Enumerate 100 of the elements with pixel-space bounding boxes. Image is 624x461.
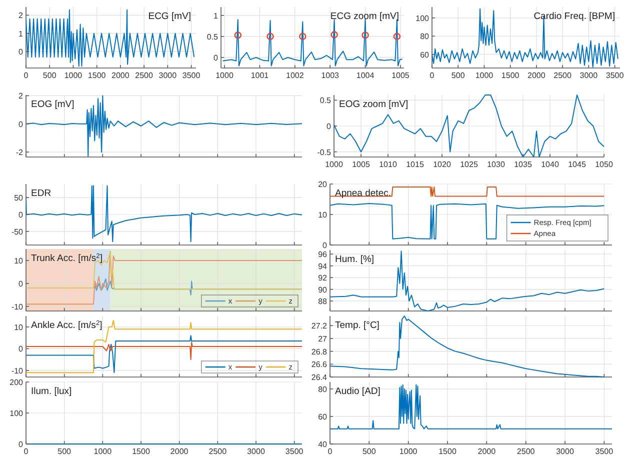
x-tick-label: 2500 [135, 71, 154, 80]
y-tick-label: 10 [14, 256, 24, 266]
chart-title: Ankle Acc. [m/s$^{2}$] [31, 320, 102, 331]
x-tick-label: 1025 [460, 160, 478, 169]
y-tick-label: -50 [11, 227, 24, 236]
y-tick-label: 50 [14, 194, 24, 203]
y-tick-label: 80 [318, 384, 328, 394]
y-tick-label: 0 [18, 279, 24, 288]
x-tick-label: 1040 [541, 160, 560, 169]
text: Hum. [%] [335, 254, 374, 265]
y-tick-label: 92 [318, 274, 328, 283]
x-tick-label: 1003 [321, 71, 340, 80]
y-tick-label: 20 [318, 180, 328, 189]
x-tick-label: 2500 [516, 447, 536, 456]
y-tick-label: 90 [318, 285, 328, 294]
y-tick-label: 10 [14, 322, 24, 332]
x-tick-label: 1000 [399, 447, 418, 456]
y-tick-label: 96 [318, 250, 328, 260]
x-tick-label: 1500 [438, 447, 457, 456]
y-tick-label: 80 [420, 32, 430, 42]
x-tick-label: 1500 [88, 71, 106, 80]
y-tick-label: 60 [318, 412, 328, 422]
x-tick-label: 3500 [182, 71, 201, 80]
x-tick-label: 1010 [379, 160, 398, 169]
text: EOG zoom [mV] [339, 99, 408, 110]
x-tick-label: 3000 [158, 71, 178, 80]
x-tick-label: 1004 [356, 71, 375, 80]
y-tick-label: 0 [326, 122, 332, 131]
text: Temp. [°C] [335, 320, 380, 331]
x-tick-label: 1000 [475, 71, 494, 80]
y-tick-label: 0 [322, 241, 328, 250]
x-tick-label: 3000 [580, 71, 598, 80]
y-tick-label: 10 [318, 210, 328, 220]
x-tick-label: 1045 [568, 160, 586, 169]
y-tick-label: 60 [420, 50, 430, 60]
x-tick-label: 1002 [286, 71, 304, 80]
y-tick-label: 0.5 [206, 32, 219, 42]
y-tick-label: 88 [318, 297, 328, 306]
y-tick-label: 0 [18, 120, 24, 129]
x-tick-label: 3000 [556, 447, 574, 456]
x-tick-label: 1005 [352, 160, 370, 169]
y-tick-label: -10 [11, 302, 24, 312]
x-tick-label: 2500 [208, 447, 228, 456]
chart-title: ECG [mV] [148, 11, 191, 22]
x-tick-label: 1030 [487, 160, 506, 169]
chart-title: Trunk Acc. [m/s$^{2}$] [31, 252, 102, 264]
x-tick-label: 1000 [325, 160, 344, 169]
x-tick-label: 1000 [64, 71, 83, 80]
y-tick-label: 100 [416, 14, 430, 23]
x-tick-label: 1000 [216, 71, 234, 80]
y-tick-label: 2 [18, 11, 24, 20]
chart-title: Cardio Freq. [BPM] [534, 11, 615, 22]
x-tick-label: 3000 [247, 447, 266, 456]
x-tick-label: 3500 [595, 447, 614, 456]
x-tick-label: 1500 [501, 71, 520, 80]
y-tick-label: 94 [318, 262, 328, 271]
x-tick-label: 1020 [433, 160, 452, 169]
y-tick-label: 0 [214, 53, 219, 62]
x-tick-label: 2000 [478, 447, 496, 456]
chart-title: Audio [AD] [335, 386, 380, 397]
y-tick-label: 1 [18, 29, 24, 38]
text: EDR [31, 188, 52, 199]
y-tick-label: -0.5 [317, 148, 332, 157]
x-tick-label: 1035 [514, 160, 532, 169]
y-tick-label: 0 [18, 344, 24, 354]
y-tick-label: 200 [10, 378, 24, 387]
y-tick-label: 27 [318, 334, 328, 344]
y-tick-label: 26.4 [311, 373, 328, 382]
x-tick-label: 1050 [595, 160, 614, 169]
y-tick-label: -2 [16, 148, 24, 158]
y-tick-label: 26.6 [311, 360, 328, 370]
x-tick-label: 2500 [554, 71, 572, 80]
x-tick-label: 1015 [406, 160, 424, 169]
x-tick-label: 3500 [606, 71, 624, 80]
x-tick-label: 500 [451, 71, 466, 80]
x-tick-label: 500 [362, 447, 376, 456]
x-tick-label: 1005 [392, 71, 410, 80]
x-tick-label: 2000 [112, 71, 130, 80]
x-tick-label: 1001 [250, 71, 270, 80]
y-tick-label: 1 [214, 11, 219, 20]
y-tick-label: 0 [18, 48, 24, 57]
x-tick-label: 2000 [528, 71, 546, 80]
y-tick-label: 2 [18, 92, 24, 101]
chart-title: Ilum. [lux] [31, 386, 72, 397]
y-tick-label: 27.2 [311, 322, 328, 331]
y-tick-label: 26.8 [311, 347, 328, 356]
text: EOG [mV] [31, 99, 74, 110]
x-tick-label: 3500 [285, 447, 304, 456]
y-tick-label: 0.5 [320, 96, 332, 106]
x-tick-label: 500 [42, 71, 57, 80]
y-tick-label: 40 [318, 440, 328, 449]
x-tick-label: 500 [58, 447, 72, 456]
x-tick-label: 1000 [94, 447, 112, 456]
chart-title: ECG zoom [mV] [330, 11, 399, 22]
x-tick-label: 1500 [132, 447, 150, 456]
y-tick-label: 100 [10, 409, 24, 418]
x-tick-label: 2000 [170, 447, 189, 456]
y-tick-label: -10 [11, 366, 24, 376]
y-tick-label: 0 [18, 210, 24, 220]
y-tick-label: 0 [18, 440, 24, 449]
